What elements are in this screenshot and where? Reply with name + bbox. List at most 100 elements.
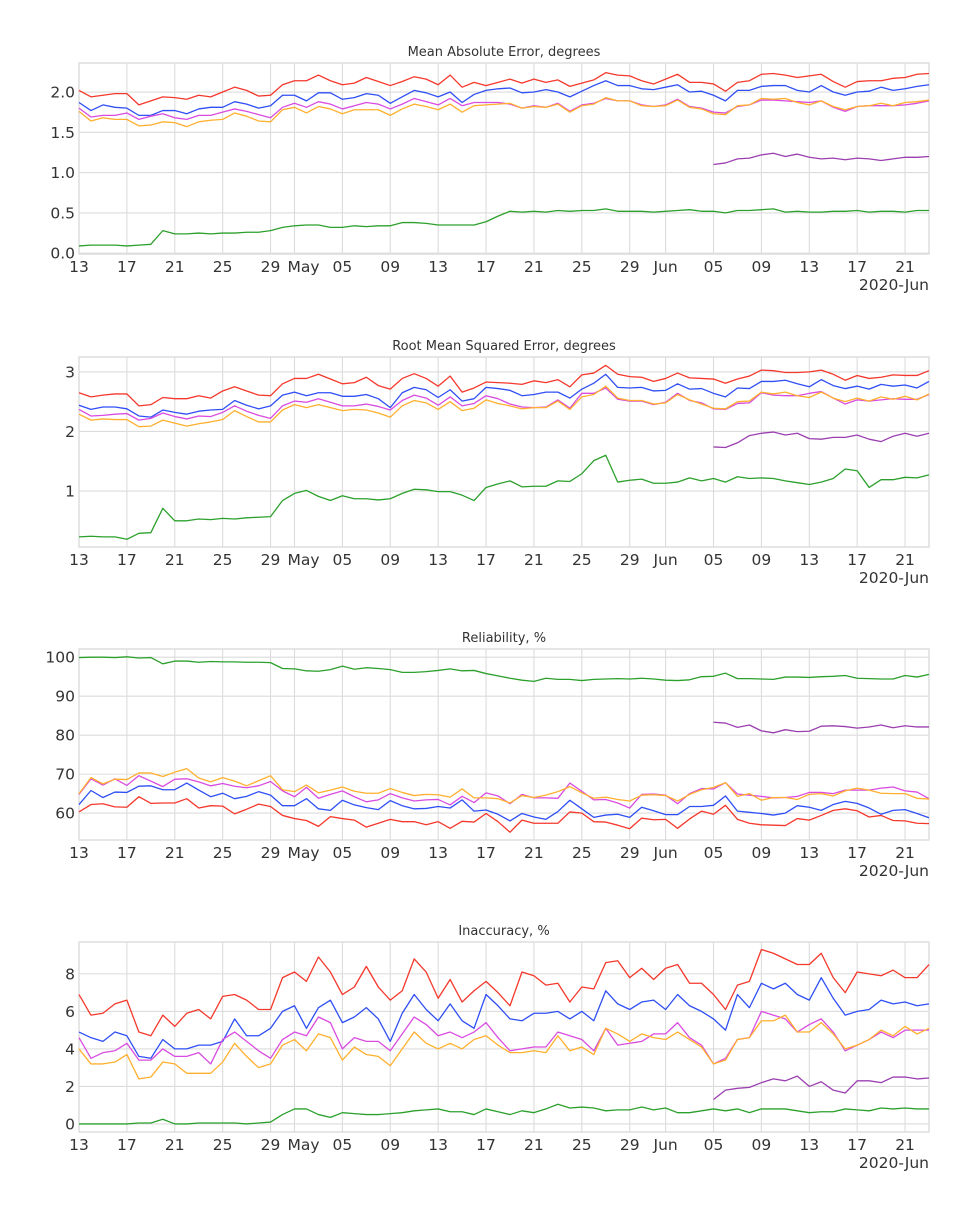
x-tick-label: Jun xyxy=(653,844,678,862)
plot-frame xyxy=(78,356,930,548)
x-tick-label: 13 xyxy=(799,551,819,569)
x-tick-label: May xyxy=(287,551,319,569)
x-tick-label: 25 xyxy=(213,1136,233,1154)
series-line-magenta xyxy=(78,1010,929,1065)
x-tick-label: 21 xyxy=(895,1136,915,1154)
chart-panel-4: 13 17 21 25 29 May 05 09 13 17 21 25 29 Jun 05 09 13 17 21… xyxy=(65,924,930,1172)
series-line-red xyxy=(78,364,930,407)
y-tick-label: 80 xyxy=(55,727,75,745)
x-tick-label: 29 xyxy=(261,551,281,569)
y-tick-label: 8 xyxy=(65,965,75,983)
x-tick-label: 05 xyxy=(704,551,724,569)
x-tick-label: 13 xyxy=(69,1136,89,1154)
x-tick-label: 21 xyxy=(165,844,185,862)
x-tick-label: 17 xyxy=(117,551,137,569)
series-line-green xyxy=(79,1103,929,1125)
x-tick-label: 21 xyxy=(165,258,185,276)
x-tick-label: 13 xyxy=(799,258,819,276)
y-tick-label: 60 xyxy=(55,805,75,823)
x-tick-label: 29 xyxy=(620,1136,640,1154)
x-tick-label: 25 xyxy=(213,258,233,276)
x-axis-year-month-label: 2020-Jun xyxy=(859,276,929,294)
x-tick-label: 09 xyxy=(752,551,772,569)
x-tick-label: 13 xyxy=(428,258,448,276)
x-tick-label: 29 xyxy=(620,551,640,569)
x-tick-label: 21 xyxy=(895,844,915,862)
x-tick-label: 29 xyxy=(261,844,281,862)
x-tick-label: Jun xyxy=(653,1136,678,1154)
x-tick-label: 13 xyxy=(69,844,89,862)
x-tick-label: 25 xyxy=(572,551,592,569)
x-tick-label: 09 xyxy=(380,1136,400,1154)
x-tick-label: 05 xyxy=(704,258,724,276)
x-tick-label: 21 xyxy=(895,258,915,276)
chart-title: Reliability, % xyxy=(462,631,546,646)
y-tick-label: 0 xyxy=(65,1115,75,1133)
x-tick-label: 13 xyxy=(428,1136,448,1154)
x-tick-label: 25 xyxy=(213,551,233,569)
chart-panel-3: 13 17 21 25 29 May 05 09 13 17 21 25 29 Jun 05 09 13 17 21… xyxy=(45,631,930,880)
series-line-green xyxy=(78,454,930,540)
x-tick-label: 17 xyxy=(847,844,867,862)
y-tick-label: 70 xyxy=(55,766,75,784)
x-tick-label: May xyxy=(287,1136,319,1154)
chart-title: Mean Absolute Error, degrees xyxy=(408,45,601,60)
series-line-purple xyxy=(713,431,930,449)
series-line-magenta xyxy=(78,387,930,421)
x-tick-label: 09 xyxy=(380,551,400,569)
x-tick-label: 17 xyxy=(117,258,137,276)
plot-area xyxy=(79,63,929,254)
x-tick-label: May xyxy=(287,844,319,862)
series-line-red xyxy=(78,948,930,1037)
series-line-orange xyxy=(78,385,930,428)
y-tick-label: 2.0 xyxy=(50,84,75,102)
x-tick-label: 09 xyxy=(752,844,772,862)
x-tick-label: 21 xyxy=(524,258,544,276)
x-tick-label: 21 xyxy=(895,551,915,569)
series-line-blue xyxy=(78,373,930,418)
y-tick-label: 4 xyxy=(65,1040,75,1058)
x-tick-label: 05 xyxy=(333,551,353,569)
x-tick-label: 21 xyxy=(524,551,544,569)
x-tick-label: 17 xyxy=(117,844,137,862)
series-line-blue xyxy=(78,782,930,822)
x-tick-label: 09 xyxy=(380,844,400,862)
series-line-purple xyxy=(713,152,930,166)
x-tick-label: Jun xyxy=(653,258,678,276)
x-tick-label: 09 xyxy=(380,258,400,276)
x-tick-label: 05 xyxy=(704,844,724,862)
x-tick-label: 09 xyxy=(752,258,772,276)
x-axis-year-month-label: 2020-Jun xyxy=(859,1154,929,1172)
x-tick-label: 05 xyxy=(333,1136,353,1154)
y-tick-label: 0.0 xyxy=(50,245,75,263)
x-tick-label: 17 xyxy=(847,258,867,276)
x-tick-label: 17 xyxy=(476,1136,496,1154)
x-tick-label: 13 xyxy=(428,551,448,569)
y-tick-label: 6 xyxy=(65,1003,75,1021)
x-tick-label: May xyxy=(287,258,319,276)
plot-frame xyxy=(78,62,930,255)
x-tick-label: 17 xyxy=(847,551,867,569)
x-tick-label: 21 xyxy=(524,844,544,862)
series-line-orange xyxy=(78,768,930,804)
x-tick-label: 13 xyxy=(428,844,448,862)
series-line-blue xyxy=(78,80,930,117)
x-tick-label: 21 xyxy=(165,1136,185,1154)
chart-title: Inaccuracy, % xyxy=(458,924,549,939)
x-tick-label: 17 xyxy=(117,1136,137,1154)
x-tick-label: 25 xyxy=(572,258,592,276)
x-tick-label: 05 xyxy=(333,844,353,862)
x-tick-label: 17 xyxy=(476,258,496,276)
x-tick-label: 17 xyxy=(476,551,496,569)
x-tick-label: 17 xyxy=(476,844,496,862)
x-tick-label: 05 xyxy=(704,1136,724,1154)
series-line-red xyxy=(78,796,930,833)
series-line-orange xyxy=(78,97,930,128)
series-line-green xyxy=(78,656,930,682)
y-tick-label: 3 xyxy=(65,363,75,381)
y-tick-label: 2 xyxy=(65,423,75,441)
plot-area xyxy=(79,357,929,547)
x-tick-label: Jun xyxy=(653,551,678,569)
chart-panel-2: 13 17 21 25 29 May 05 09 13 17 21 25 29 Jun 05 09 13 17 21… xyxy=(65,339,930,587)
